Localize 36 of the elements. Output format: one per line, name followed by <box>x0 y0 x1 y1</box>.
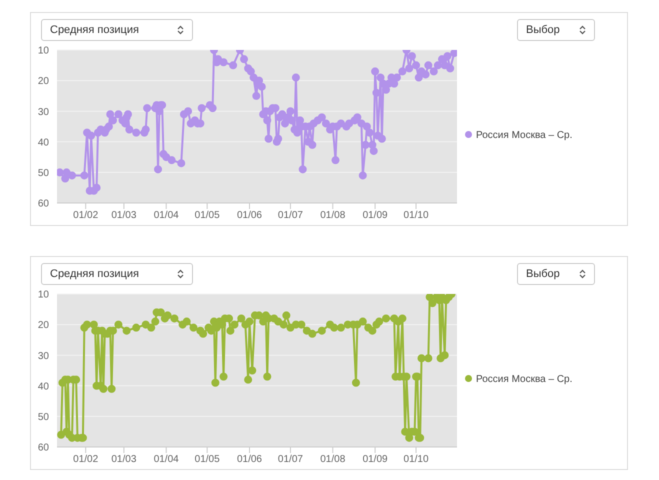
dropdown: Средняя позиция <box>41 263 193 285</box>
x-tick-label: 01/06 <box>236 210 262 222</box>
y-tick-label: 60 <box>38 198 50 210</box>
x-tick-label: 01/04 <box>154 210 180 222</box>
y-tick-label: 30 <box>38 106 50 118</box>
x-tick-label: 01/02 <box>73 210 99 222</box>
x-tick-label: 01/02 <box>73 454 99 466</box>
x-tick-label: 01/03 <box>111 454 137 466</box>
x-tick-label: 01/05 <box>194 454 220 466</box>
y-tick-label: 40 <box>38 137 50 148</box>
y-tick-label: 30 <box>38 350 50 362</box>
dropdown: Средняя позиция <box>41 19 193 41</box>
y-tick-label: 20 <box>38 320 50 332</box>
x-tick-label: 01/08 <box>320 210 346 222</box>
y-tick-label: 10 <box>38 46 50 57</box>
x-tick-label: 01/10 <box>404 454 429 466</box>
x-tick-label: 01/03 <box>111 210 137 222</box>
x-tick-label: 01/08 <box>320 454 346 466</box>
y-tick-label: 40 <box>38 381 50 392</box>
x-tick-label: 01/05 <box>194 210 220 222</box>
legend-label: Россия Москва – Ср. <box>476 374 572 384</box>
dropdown: Выбор <box>517 263 595 285</box>
legend-label: Россия Москва – Ср. <box>476 130 572 140</box>
y-tick-label: 20 <box>38 76 50 88</box>
x-tick-label: 01/07 <box>278 210 304 222</box>
y-tick-label: 50 <box>38 168 50 179</box>
x-tick-label: 01/04 <box>154 454 180 466</box>
x-tick-label: 01/09 <box>362 210 388 222</box>
y-tick-label: 10 <box>38 290 50 301</box>
y-tick-label: 60 <box>38 442 50 454</box>
y-tick-label: 50 <box>38 412 50 423</box>
dropdown: Выбор <box>517 19 595 41</box>
x-tick-label: 01/10 <box>404 210 429 222</box>
x-tick-label: 01/06 <box>236 454 262 466</box>
x-tick-label: 01/09 <box>362 454 388 466</box>
x-tick-label: 01/07 <box>278 454 304 466</box>
